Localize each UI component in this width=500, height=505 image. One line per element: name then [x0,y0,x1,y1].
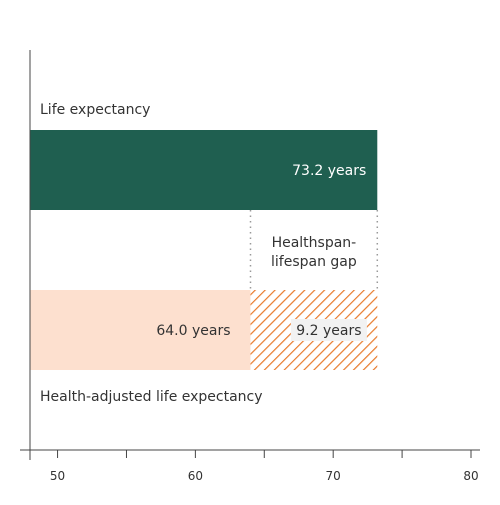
x-tick-label-50: 50 [50,469,65,483]
gap-description-line-2: lifespan gap [271,254,357,270]
life-expectancy-bar [30,130,378,210]
x-tick-label-60: 60 [188,469,203,483]
health-adjusted-category-label: Health-adjusted life expectancy [40,389,263,405]
gap-description-line-1: Healthspan- [272,235,357,251]
life-expectancy-category-label: Life expectancy [40,102,150,118]
gap-value-label: 9.2 years [296,323,361,339]
x-tick-label-80: 80 [463,469,478,483]
x-tick-label-70: 70 [326,469,341,483]
life-expectancy-value-label: 73.2 years [292,163,366,179]
gap-value-label-background [290,319,367,341]
health-adjusted-bar [30,290,251,370]
health-adjusted-value-label: 64.0 years [156,323,230,339]
